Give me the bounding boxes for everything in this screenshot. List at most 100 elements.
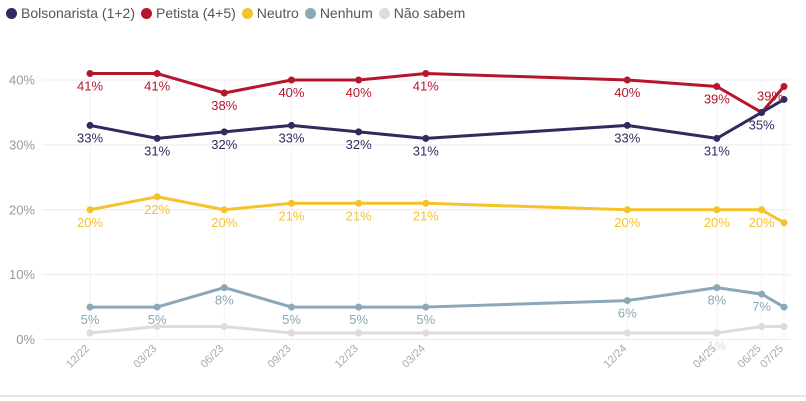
data-label: 31%: [413, 143, 439, 158]
legend-swatch: [6, 7, 17, 19]
data-label: 20%: [704, 215, 730, 230]
data-point[interactable]: [86, 121, 94, 129]
data-label: 38%: [211, 98, 237, 113]
data-label: 21%: [346, 208, 372, 223]
data-labels: 1% 5% 5% 8% 5% 5% 5% 6% 8% 7% 20% 22% 20% 21% 21% 21% 20…: [77, 79, 783, 354]
legend-label: Neutro: [256, 5, 299, 21]
data-point[interactable]: [713, 206, 721, 214]
data-point[interactable]: [713, 284, 721, 292]
data-point[interactable]: [220, 89, 228, 97]
x-axis: 12/22 03/23 06/23 09/23 12/23 03/24 12/24 04/25…: [0, 80, 806, 397]
legend-item[interactable]: Nenhum: [304, 5, 373, 21]
data-label: 40%: [614, 85, 640, 100]
data-point[interactable]: [153, 323, 161, 331]
y-tick-label: 20%: [9, 202, 35, 217]
data-point[interactable]: [355, 329, 363, 337]
legend-item[interactable]: Não sabem: [378, 5, 465, 21]
data-point[interactable]: [713, 134, 721, 142]
data-point[interactable]: [422, 303, 430, 311]
y-tick-label: 0%: [16, 332, 35, 347]
data-point[interactable]: [355, 128, 363, 136]
data-label: 22%: [144, 202, 170, 217]
data-point[interactable]: [287, 329, 295, 337]
grid: 0% 10% 20% 30% 40%: [9, 73, 790, 347]
x-tick-label: 03/23: [131, 343, 159, 371]
data-label: 41%: [144, 79, 170, 94]
data-point[interactable]: [780, 303, 788, 311]
data-point[interactable]: [86, 329, 94, 337]
x-tick-label: 06/23: [198, 343, 226, 371]
data-point[interactable]: [623, 206, 631, 214]
data-point[interactable]: [287, 199, 295, 207]
data-point[interactable]: [623, 297, 631, 305]
data-point[interactable]: [153, 193, 161, 201]
data-label: 40%: [278, 85, 304, 100]
y-tick-label: 10%: [9, 267, 35, 282]
data-label: 5%: [148, 312, 167, 327]
data-point[interactable]: [220, 128, 228, 136]
legend-item[interactable]: Petista (4+5): [141, 5, 236, 21]
data-point[interactable]: [220, 323, 228, 331]
data-point[interactable]: [758, 323, 766, 331]
data-label: 33%: [278, 130, 304, 145]
data-point[interactable]: [623, 76, 631, 84]
data-point[interactable]: [86, 303, 94, 311]
data-point[interactable]: [422, 134, 430, 142]
data-point[interactable]: [355, 303, 363, 311]
data-point[interactable]: [780, 82, 788, 90]
data-point[interactable]: [422, 199, 430, 207]
data-label: 40%: [346, 85, 372, 100]
data-label: 20%: [211, 215, 237, 230]
data-point[interactable]: [153, 303, 161, 311]
data-label: 20%: [749, 215, 775, 230]
data-point[interactable]: [287, 121, 295, 129]
series-lines: [86, 70, 788, 337]
legend-swatch: [304, 7, 316, 19]
data-label: 5%: [349, 312, 368, 327]
data-point[interactable]: [623, 329, 631, 337]
data-label: 7%: [752, 299, 771, 314]
x-tick-label: 06/25: [736, 343, 764, 371]
series-line: [89, 98, 785, 140]
data-point[interactable]: [355, 199, 363, 207]
y-tick-label: 40%: [9, 73, 35, 88]
legend-item[interactable]: Neutro: [241, 5, 299, 21]
data-label: 41%: [77, 79, 103, 94]
data-point[interactable]: [780, 219, 788, 227]
x-tick-label: 09/23: [266, 343, 294, 371]
data-point[interactable]: [758, 206, 766, 214]
series-line: [90, 286, 785, 309]
data-label: 5%: [81, 312, 100, 327]
data-point[interactable]: [713, 329, 721, 337]
data-point[interactable]: [287, 76, 295, 84]
series-line: [90, 72, 786, 114]
data-point[interactable]: [422, 70, 430, 78]
legend-label: Nenhum: [319, 5, 373, 21]
data-label: 32%: [346, 137, 372, 152]
data-point[interactable]: [287, 303, 295, 311]
data-label: 21%: [413, 208, 439, 223]
data-label: 1%: [707, 338, 726, 353]
data-label: 31%: [144, 143, 170, 158]
data-label: 8%: [707, 293, 726, 308]
data-point[interactable]: [623, 121, 631, 129]
data-point[interactable]: [153, 70, 161, 78]
data-point[interactable]: [355, 76, 363, 84]
data-point[interactable]: [780, 95, 788, 103]
data-label: 5%: [282, 312, 301, 327]
data-point[interactable]: [153, 134, 161, 142]
legend-item[interactable]: Bolsonarista (1+2): [6, 5, 135, 21]
data-label: 31%: [704, 143, 730, 158]
data-point[interactable]: [780, 323, 788, 331]
data-point[interactable]: [220, 206, 228, 214]
data-point[interactable]: [422, 329, 430, 337]
x-tick-label: 12/22: [64, 343, 92, 371]
data-label: 35%: [749, 117, 775, 132]
legend-swatch: [241, 7, 253, 19]
data-point[interactable]: [713, 82, 721, 90]
data-point[interactable]: [758, 290, 766, 298]
data-point[interactable]: [86, 206, 94, 214]
data-point[interactable]: [86, 70, 94, 78]
data-point[interactable]: [758, 108, 766, 116]
data-point[interactable]: [220, 284, 228, 292]
